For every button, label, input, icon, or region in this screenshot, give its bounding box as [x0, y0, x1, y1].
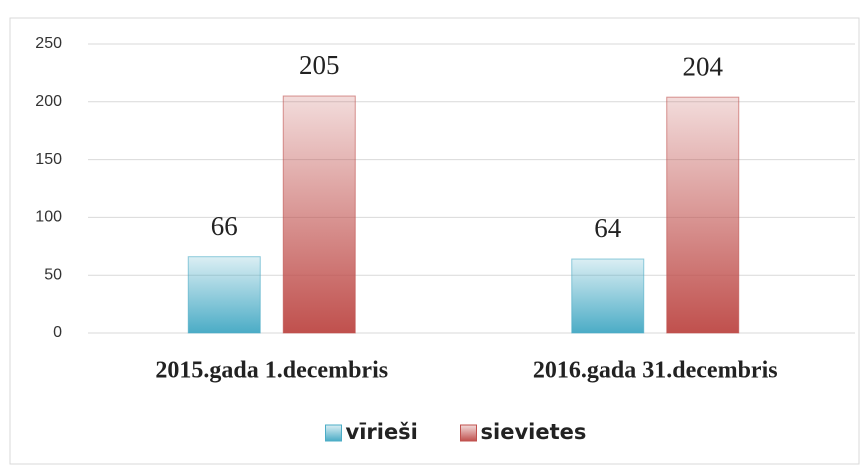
y-tick-label: 100: [35, 209, 62, 226]
bar: [187, 256, 261, 334]
data-label: 204: [683, 51, 724, 81]
y-tick-label: 250: [35, 35, 62, 52]
bar: [571, 258, 645, 334]
x-tick-label: 2016.gada 31.decembris: [533, 358, 778, 384]
x-tick-label: 2015.gada 1.decembris: [155, 358, 388, 384]
legend-label: sievietes: [481, 420, 587, 444]
data-label: 66: [211, 211, 238, 241]
legend-label: vīrieši: [346, 420, 418, 444]
data-label: 64: [594, 213, 622, 243]
y-tick-label: 150: [35, 151, 62, 168]
bar: [282, 95, 356, 334]
y-tick-label: 0: [53, 324, 62, 341]
bar: [666, 96, 740, 334]
legend-swatch: [460, 424, 477, 442]
y-tick-label: 50: [44, 266, 62, 283]
y-tick-label: 200: [35, 93, 62, 110]
legend-swatch: [325, 424, 342, 442]
data-label: 205: [299, 50, 340, 80]
